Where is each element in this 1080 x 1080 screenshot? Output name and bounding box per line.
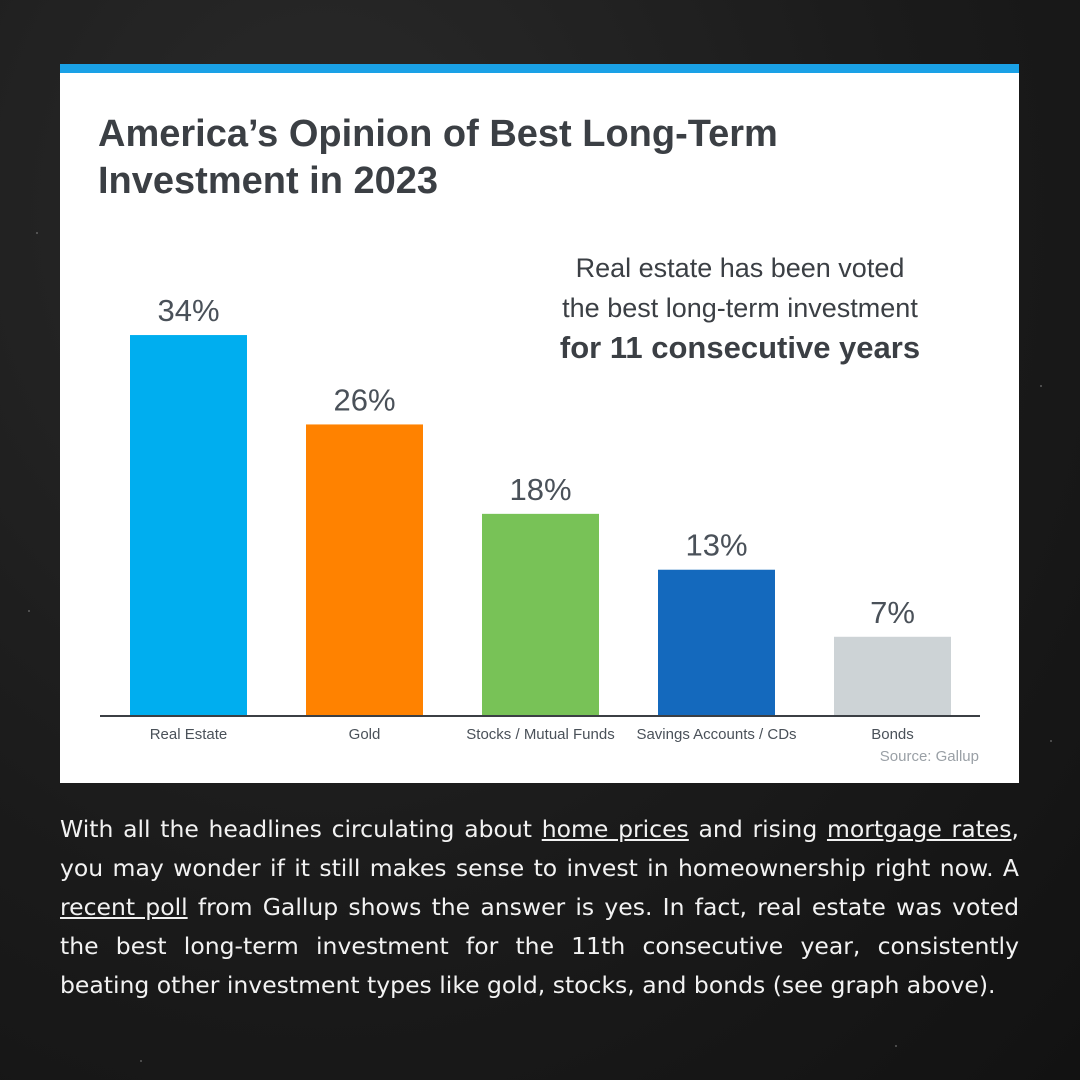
chart-source: Source: Gallup	[879, 748, 979, 765]
bar-bonds	[834, 636, 951, 715]
home-prices-link[interactable]: home prices	[541, 815, 689, 843]
callout-line-2: the best long-term investment	[562, 293, 918, 323]
x-tick-label: Savings Accounts / CDs	[636, 726, 796, 743]
data-label: 13%	[685, 528, 747, 563]
bar-gold	[306, 424, 423, 715]
data-label: 34%	[157, 293, 219, 328]
bar-savings-accounts-cds	[658, 569, 775, 715]
data-label: 7%	[870, 595, 915, 630]
bar-stocks-mutual-funds	[482, 513, 599, 715]
article-paragraph: With all the headlines circulating about…	[60, 810, 1019, 1005]
paragraph-text-4: from Gallup shows the answer is yes. In …	[60, 893, 1019, 999]
paragraph-text-3: , you may wonder if it still makes sense…	[60, 815, 1019, 882]
data-label: 18%	[509, 472, 571, 507]
recent-poll-link[interactable]: recent poll	[60, 893, 188, 921]
paragraph-text-2: and rising	[688, 815, 827, 843]
bar-chart: 34% Real Estate 26% Gold 18% Stocks / Mutual …	[100, 293, 980, 743]
x-tick-label: Stocks / Mutual Funds	[466, 726, 614, 743]
callout-text: Real estate has been voted the best long…	[490, 248, 990, 368]
mortgage-rates-link[interactable]: mortgage rates	[826, 815, 1012, 843]
callout-line-3: for 11 consecutive years	[559, 330, 921, 365]
chart-card: America’s Opinion of Best Long-Term Inve…	[60, 64, 1019, 783]
chart-title: America’s Opinion of Best Long-Term Inve…	[98, 113, 778, 202]
bar-real-estate	[130, 335, 247, 715]
x-tick-label: Gold	[349, 726, 381, 743]
data-label: 26%	[333, 382, 395, 417]
callout-line-1: Real estate has been voted	[575, 253, 905, 283]
paragraph-text-1: With all the headlines circulating about	[60, 815, 542, 843]
x-tick-label: Real Estate	[150, 726, 228, 743]
x-tick-label: Bonds	[871, 726, 914, 743]
